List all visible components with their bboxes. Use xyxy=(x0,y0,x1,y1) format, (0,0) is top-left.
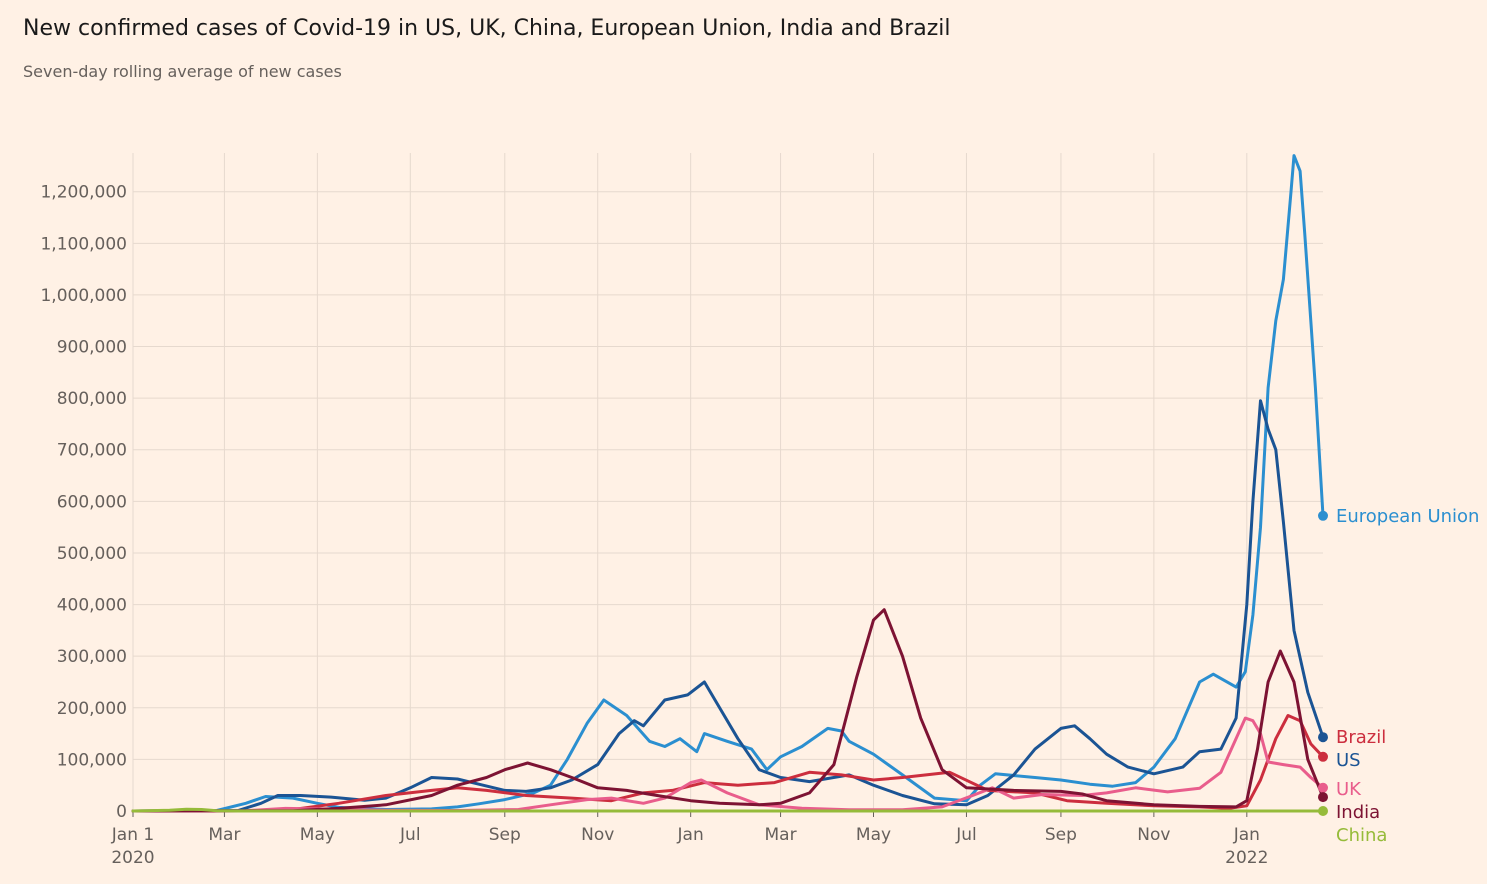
y-tick-label: 900,000 xyxy=(57,338,127,358)
x-tick-label: Nov xyxy=(581,825,614,845)
legend-label-brazil: Brazil xyxy=(1336,727,1386,748)
x-tick-label: Jul xyxy=(955,825,977,845)
y-tick-label: 400,000 xyxy=(57,596,127,616)
legend-label-us: US xyxy=(1336,750,1361,771)
y-tick-label: 200,000 xyxy=(57,699,127,719)
end-marker-china xyxy=(1318,805,1328,816)
y-tick-label: 500,000 xyxy=(57,544,127,564)
chart-subtitle: Seven-day rolling average of new cases xyxy=(23,62,342,81)
end-marker-brazil xyxy=(1318,751,1328,762)
series-line-china xyxy=(131,807,1325,813)
x-tick-label: Mar xyxy=(765,825,797,845)
x-tick-label: May xyxy=(300,825,335,845)
series-line-us xyxy=(131,399,1325,813)
end-marker-uk xyxy=(1318,782,1328,793)
legend-label-china: China xyxy=(1336,825,1387,846)
end-marker-india xyxy=(1318,792,1328,803)
y-tick-label: 800,000 xyxy=(57,389,127,409)
x-tick-label: Nov xyxy=(1137,825,1170,845)
x-tick-label: Sep xyxy=(489,825,521,845)
series-line-uk xyxy=(131,716,1325,813)
chart-title: New confirmed cases of Covid-19 in US, U… xyxy=(23,16,951,41)
x-year-label: 2020 xyxy=(111,848,154,868)
y-tick-label: 1,000,000 xyxy=(40,286,127,306)
y-tick-label: 0 xyxy=(116,802,127,822)
y-tick-label: 1,100,000 xyxy=(40,234,127,254)
y-tick-label: 1,200,000 xyxy=(40,183,127,203)
legend-label-india: India xyxy=(1336,802,1380,823)
x-tick-label: May xyxy=(856,825,891,845)
x-tick-label: Jan 1 xyxy=(111,825,154,845)
series-line-european-union xyxy=(131,154,1325,813)
y-tick-label: 100,000 xyxy=(57,750,127,770)
x-tick-label: Jan xyxy=(1233,825,1260,845)
y-tick-label: 700,000 xyxy=(57,441,127,461)
x-tick-label: Sep xyxy=(1045,825,1077,845)
y-tick-label: 600,000 xyxy=(57,492,127,512)
x-year-label: 2022 xyxy=(1225,848,1268,868)
legend-label-uk: UK xyxy=(1336,779,1362,800)
x-tick-label: Mar xyxy=(208,825,240,845)
y-tick-label: 300,000 xyxy=(57,647,127,667)
x-tick-label: Jan xyxy=(677,825,704,845)
legend-label-european-union: European Union xyxy=(1336,506,1479,527)
series-line-india xyxy=(131,608,1325,813)
x-tick-label: Jul xyxy=(399,825,421,845)
end-marker-us xyxy=(1318,732,1328,743)
end-marker-european-union xyxy=(1318,510,1328,521)
